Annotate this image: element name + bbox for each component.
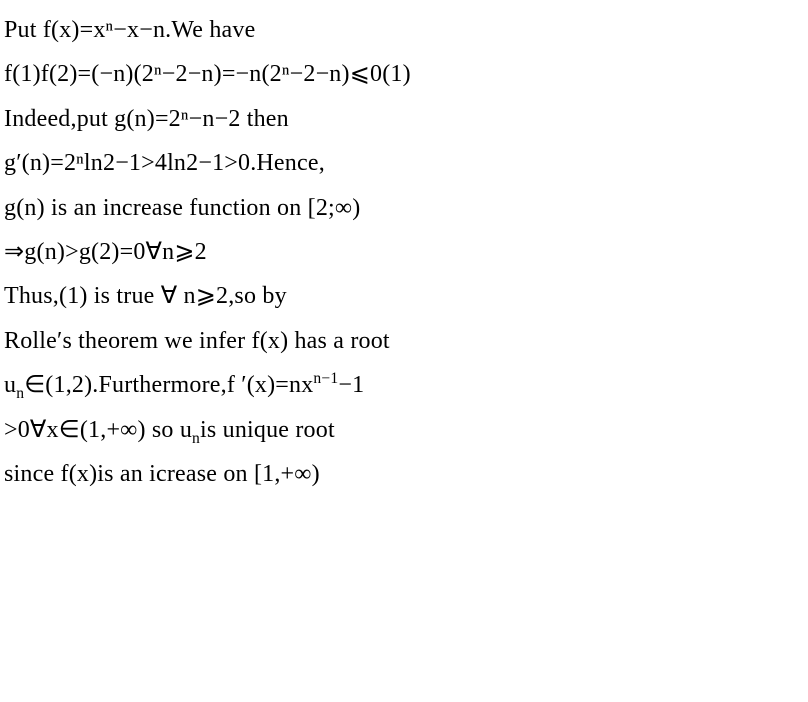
line-10: >0∀x∈(1,+∞) so unis unique root [4,408,804,452]
line-10-pre: >0∀x∈(1,+∞) so u [4,417,192,443]
line-1: Put f(x)=xⁿ−x−n.We have [4,8,804,52]
line-10-post: is unique root [200,417,335,443]
line-6: ⇒g(n)>g(2)=0∀n⩾2 [4,230,804,274]
line-9-mid: ∈(1,2).Furthermore,f ′(x)=nx [24,372,313,398]
line-10-sub: n [192,429,200,446]
line-8: Rolle′s theorem we infer f(x) has a root [4,319,804,363]
line-9-sub: n [16,385,24,402]
math-text-block: Put f(x)=xⁿ−x−n.We have f(1)f(2)=(−n)(2ⁿ… [0,0,808,504]
line-3: Indeed,put g(n)=2ⁿ−n−2 then [4,97,804,141]
line-2: f(1)f(2)=(−n)(2ⁿ−2−n)=−n(2ⁿ−2−n)⩽0(1) [4,52,804,96]
line-9-pre: u [4,372,16,398]
line-5: g(n) is an increase function on [2;∞) [4,186,804,230]
line-7: Thus,(1) is true ∀ n⩾2,so by [4,274,804,318]
line-4: g′(n)=2ⁿln2−1>4ln2−1>0.Hence, [4,141,804,185]
line-9-post: −1 [338,372,364,398]
line-9: un∈(1,2).Furthermore,f ′(x)=nxn−1−1 [4,363,804,407]
line-9-sup: n−1 [313,370,338,387]
line-11: since f(x)is an icrease on [1,+∞) [4,452,804,496]
